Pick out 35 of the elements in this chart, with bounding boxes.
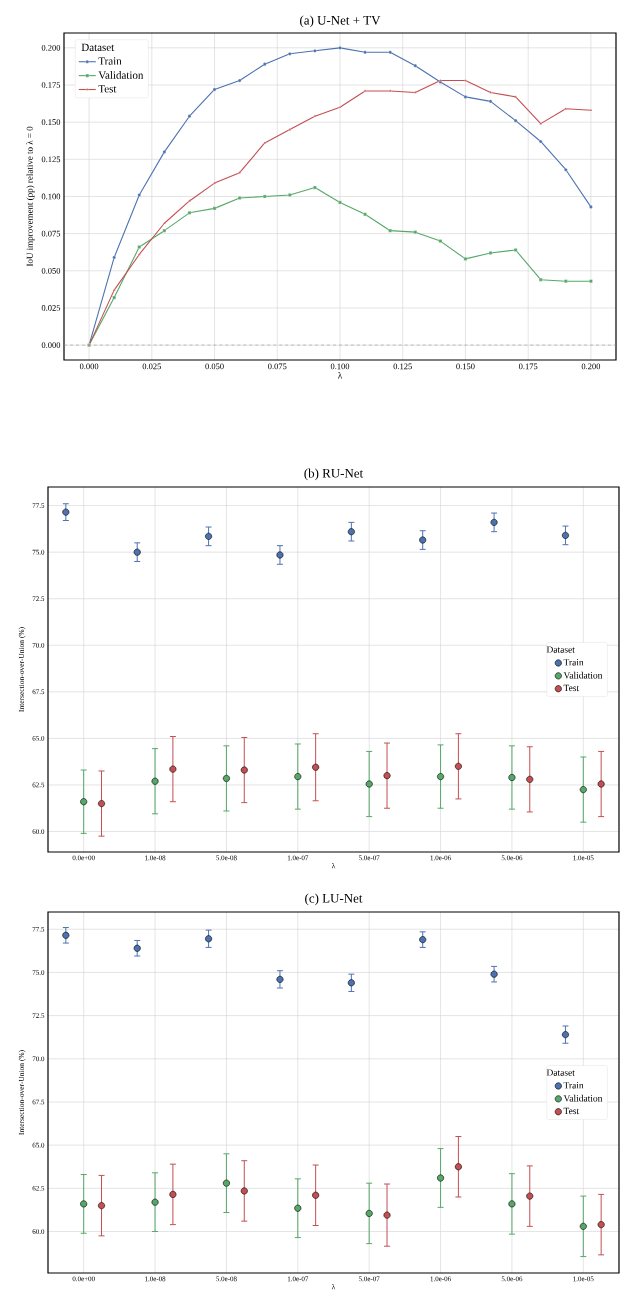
legend-label: Validation [98, 71, 144, 79]
legend-label: Validation [563, 1094, 603, 1102]
x-tick-label: 0.025 [142, 363, 162, 370]
y-tick-label: 0.000 [41, 342, 61, 348]
legend-title: Dataset [546, 1069, 575, 1076]
x-tick-label: 0.125 [393, 363, 412, 370]
y-tick-label: 0.050 [41, 267, 61, 274]
legend-label: Train [98, 57, 122, 65]
y-tick-label: 0.175 [41, 82, 61, 88]
chart-title: (b) RU-Net [304, 468, 364, 481]
legend-label: Test [563, 1107, 580, 1115]
chart-title: (a) U-Net + TV [300, 15, 381, 28]
legend-label: Validation [563, 671, 603, 679]
legend-label: Test [563, 684, 580, 692]
legend-label: Test [98, 85, 117, 93]
y-tick-label: 0.075 [41, 230, 61, 237]
y-tick-label: 0.025 [41, 305, 61, 311]
x-tick-label: 0.000 [79, 363, 99, 370]
legend-label: Train [563, 659, 584, 666]
legend-title: Dataset [546, 646, 575, 653]
x-tick-label: 0.050 [205, 363, 224, 370]
y-axis-title: IoU improvement (pp) relative to λ = 0 [26, 126, 35, 267]
legend-title: Dataset [81, 43, 115, 51]
x-tick-label: 0.200 [581, 363, 601, 370]
legend-label: Train [563, 1082, 584, 1089]
x-axis-title: λ [338, 372, 343, 379]
y-tick-label: 0.100 [41, 193, 61, 200]
x-tick-label: 0.100 [330, 363, 350, 370]
y-tick-label: 0.125 [41, 156, 61, 163]
chart-title: (c) LU-Net [305, 893, 363, 906]
x-tick-label: 0.075 [268, 363, 287, 370]
y-tick-label: 0.200 [41, 44, 61, 51]
x-tick-label: 0.175 [518, 363, 538, 370]
y-tick-label: 0.150 [41, 119, 61, 126]
x-tick-label: 0.150 [456, 363, 475, 370]
